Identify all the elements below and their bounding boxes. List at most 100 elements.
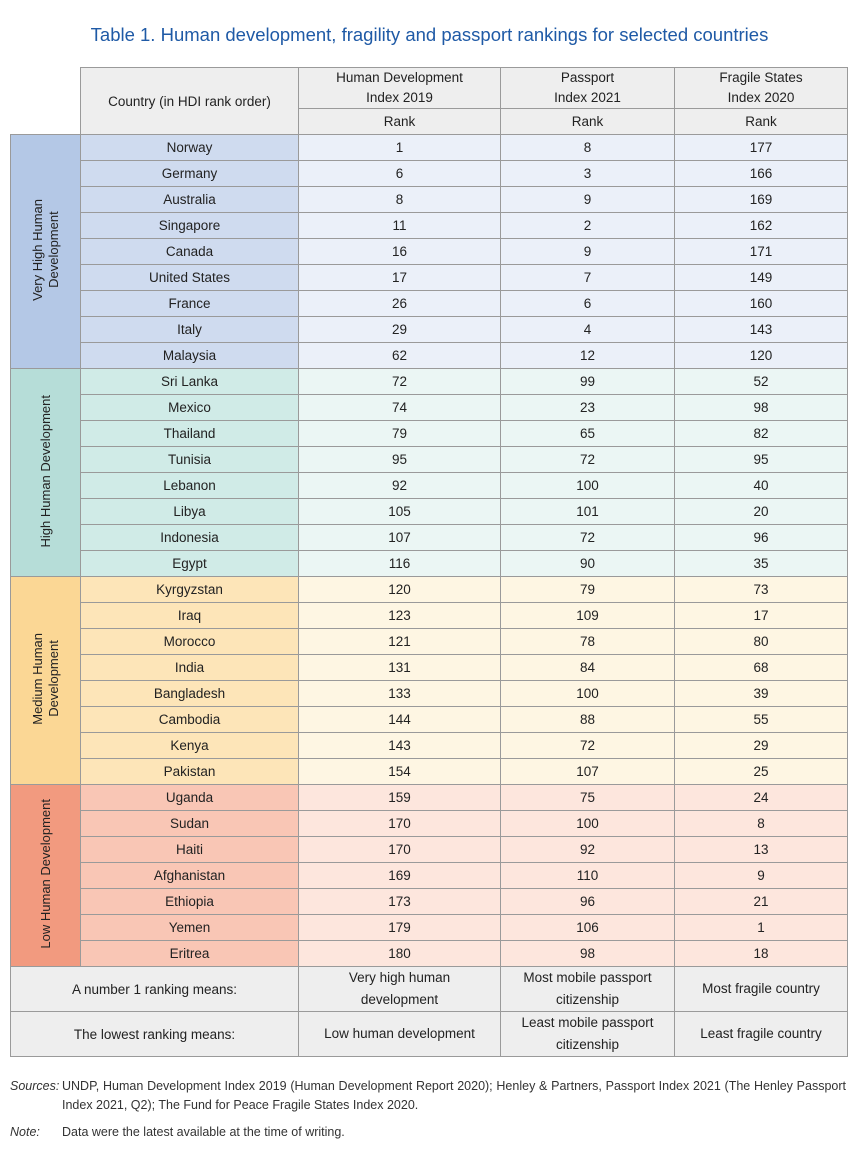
hdi-rank: 92	[298, 472, 501, 499]
rank-label-hdi: Rank	[298, 108, 501, 135]
fragile-rank: 25	[674, 758, 848, 785]
country-name: France	[80, 290, 299, 317]
table-row: Mexico 74 23 98	[11, 394, 848, 421]
table-row: Low Human Development Uganda 159 75 24	[10, 784, 848, 967]
fragile-rank: 166	[674, 160, 848, 187]
table-row: Malaysia 62 12 120	[11, 342, 848, 369]
country-name: Thailand	[80, 420, 299, 447]
country-name: Iraq	[80, 602, 299, 629]
fragile-rank: 80	[674, 628, 848, 655]
hdi-rank: 169	[298, 862, 501, 889]
footer-text: citizenship	[555, 1037, 620, 1052]
table-row: Very High Human Development Norway 1 8 177	[10, 134, 848, 369]
country-name: Yemen	[80, 914, 299, 941]
group-label-line: Low Human Development	[37, 799, 53, 949]
country-name: Egypt	[80, 550, 299, 577]
sources-text: UNDP, Human Development Index 2019 (Huma…	[62, 1079, 846, 1112]
fragile-rank: 82	[674, 420, 848, 447]
hdi-rank: 123	[298, 602, 501, 629]
hdi-rank: 6	[298, 160, 501, 187]
fragile-rank: 120	[674, 342, 848, 369]
hdi-rank: 121	[298, 628, 501, 655]
country-name: India	[80, 654, 299, 681]
country-name: Haiti	[80, 836, 299, 863]
table-row: Ethiopia 173 96 21	[11, 888, 848, 915]
group-label-line: Development	[45, 640, 61, 718]
note-label: Note:	[10, 1125, 40, 1139]
fragile-rank: 171	[674, 238, 848, 265]
header-passport: Passport Index 2021	[500, 67, 675, 109]
fragile-rank: 177	[674, 134, 848, 161]
header-hdi: Human Development Index 2019	[298, 67, 501, 109]
table-row: France 26 6 160	[11, 290, 848, 317]
hdi-rank: 154	[298, 758, 501, 785]
fragile-rank: 52	[674, 368, 848, 395]
table-row: India 131 84 68	[11, 654, 848, 681]
rank-row: Rank Rank Rank	[11, 108, 848, 135]
fragile-rank: 21	[674, 888, 848, 915]
country-name: Norway	[80, 134, 299, 161]
footer-text: Very high human	[348, 970, 451, 985]
passport-rank: 90	[500, 550, 675, 577]
country-name: Lebanon	[80, 472, 299, 499]
group-label: Medium Human Development	[10, 576, 81, 785]
fragile-rank: 9	[674, 862, 848, 889]
country-name: Cambodia	[80, 706, 299, 733]
footer-text: citizenship	[555, 992, 620, 1007]
table-row: Kenya 143 72 29	[11, 732, 848, 759]
fragile-rank: 8	[674, 810, 848, 837]
header-fragile: Fragile States Index 2020	[674, 67, 848, 109]
country-name: Mexico	[80, 394, 299, 421]
hdi-rank: 1	[298, 134, 501, 161]
hdi-rank: 170	[298, 836, 501, 863]
fragile-rank: 73	[674, 576, 848, 603]
table-row: United States 17 7 149	[11, 264, 848, 291]
table-row: Pakistan 154 107 25	[11, 758, 848, 785]
table-row: Lebanon 92 100 40	[11, 472, 848, 499]
hdi-rank: 170	[298, 810, 501, 837]
hdi-rank: 26	[298, 290, 501, 317]
note: Note: Data were the latest available at …	[10, 1125, 345, 1139]
hdi-rank: 62	[298, 342, 501, 369]
header-fragile-line2: Index 2020	[727, 90, 795, 105]
country-name: Pakistan	[80, 758, 299, 785]
passport-rank: 75	[500, 784, 675, 811]
passport-rank: 12	[500, 342, 675, 369]
country-name: Sudan	[80, 810, 299, 837]
table-row: Canada 16 9 171	[11, 238, 848, 265]
country-name: Uganda	[80, 784, 299, 811]
passport-rank: 72	[500, 732, 675, 759]
header-country: Country (in HDI rank order)	[80, 67, 299, 135]
footer-text: development	[360, 992, 439, 1007]
table-row: Indonesia 107 72 96	[11, 524, 848, 551]
table-row: Cambodia 144 88 55	[11, 706, 848, 733]
passport-rank: 78	[500, 628, 675, 655]
fragile-rank: 160	[674, 290, 848, 317]
footer-rank1-fragile: Most fragile country	[674, 966, 848, 1012]
country-name: Singapore	[80, 212, 299, 239]
passport-rank: 72	[500, 446, 675, 473]
fragile-rank: 68	[674, 654, 848, 681]
group-label-text: Very High Human Development	[30, 199, 62, 301]
table-row: Thailand 79 65 82	[11, 420, 848, 447]
passport-rank: 100	[500, 680, 675, 707]
table-row: Egypt 116 90 35	[11, 550, 848, 577]
passport-rank: 84	[500, 654, 675, 681]
hdi-rank: 131	[298, 654, 501, 681]
passport-rank: 100	[500, 472, 675, 499]
rank-label-fragile: Rank	[674, 108, 848, 135]
group-label-line: Development	[45, 211, 61, 289]
table-title: Table 1. Human development, fragility an…	[90, 24, 769, 45]
fragile-rank: 98	[674, 394, 848, 421]
country-name: Malaysia	[80, 342, 299, 369]
group-label-line: Medium Human	[29, 633, 45, 725]
country-name: Tunisia	[80, 446, 299, 473]
table-row: Tunisia 95 72 95	[11, 446, 848, 473]
note-text: Data were the latest available at the ti…	[62, 1125, 345, 1139]
hdi-rank: 173	[298, 888, 501, 915]
country-name: Germany	[80, 160, 299, 187]
group-label-text: Medium Human Development	[30, 633, 62, 725]
group-label-line: Very High Human	[29, 199, 45, 301]
hdi-rank: 17	[298, 264, 501, 291]
hdi-rank: 133	[298, 680, 501, 707]
